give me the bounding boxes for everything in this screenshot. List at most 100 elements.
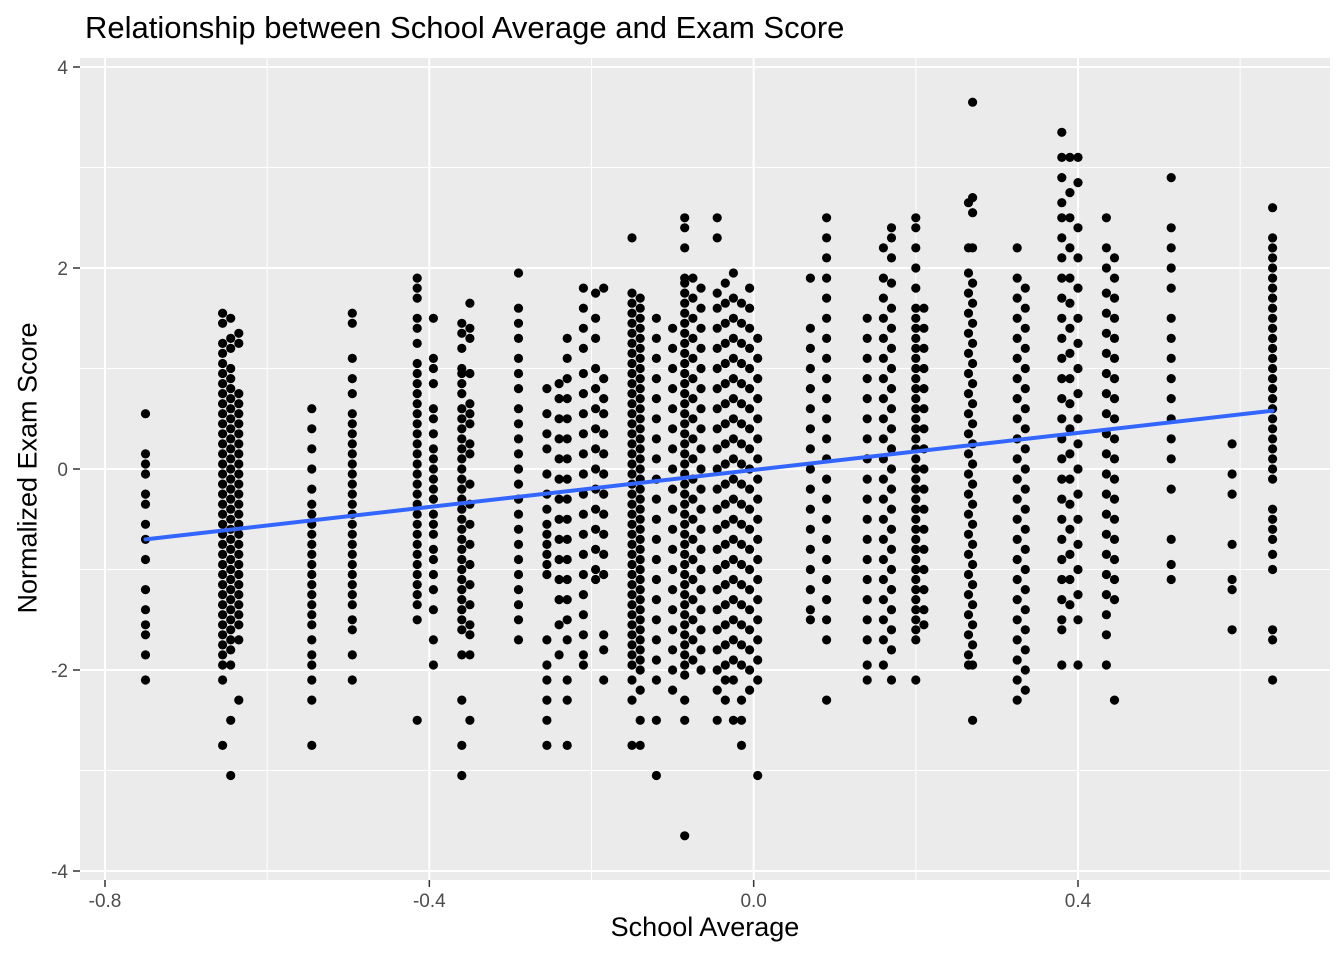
data-point [696,605,706,615]
data-point [1166,223,1176,233]
data-point [1020,685,1030,695]
data-point [1109,494,1120,504]
data-point [911,675,921,685]
data-point [465,333,475,343]
data-point [1057,293,1067,303]
data-point [578,283,589,293]
data-point [234,610,244,620]
data-point [513,479,524,489]
data-point [578,323,589,333]
data-point [627,660,637,670]
data-point [753,414,763,424]
data-point [1109,353,1120,363]
data-point [822,514,832,524]
data-point [635,303,645,313]
data-point [688,353,698,363]
data-point [578,303,589,313]
data-point [635,404,645,414]
data-point [680,459,690,469]
data-point [234,559,244,570]
data-point [412,459,422,469]
data-point [428,544,438,555]
data-point [554,595,564,605]
data-point [465,409,475,419]
data-point [911,303,921,313]
data-point [822,695,832,705]
data-point [347,429,357,439]
data-point [1012,243,1022,253]
data-point [412,449,422,459]
data-point [218,610,228,620]
data-point [578,549,589,560]
data-point [688,313,698,323]
data-point [862,574,872,585]
data-point [591,288,601,298]
data-point [635,605,645,615]
data-point [591,564,601,575]
data-point [1227,469,1237,479]
data-point [688,394,698,404]
data-point [347,479,357,489]
data-point [805,273,816,283]
data-point [513,368,524,379]
data-point [1073,152,1083,162]
data-point [1057,127,1067,137]
data-point [1166,313,1176,323]
data-point [651,675,662,685]
data-point [878,414,889,424]
data-point [226,494,236,504]
data-point [822,494,832,504]
data-point [1268,303,1278,313]
data-point [226,394,236,404]
data-point [599,469,609,479]
data-point [218,539,228,550]
data-point [712,524,722,534]
data-point [627,549,637,560]
data-point [635,564,645,575]
data-point [911,544,921,555]
data-point [919,343,929,353]
data-point [226,770,236,781]
data-point [412,389,422,399]
y-tick-label: 0 [57,460,68,481]
data-point [412,549,422,560]
data-point [919,544,929,555]
data-point [1057,253,1067,263]
data-point [234,635,244,645]
data-point [745,404,755,414]
data-point [542,660,552,670]
y-axis: -4 -2 0 2 4 [51,58,80,883]
data-point [728,534,739,545]
data-point [963,489,974,499]
data-point [745,363,755,374]
data-point [627,559,637,570]
data-point [1020,645,1030,655]
data-point [1227,539,1237,550]
data-point [822,213,832,223]
data-point [218,429,228,439]
data-point [753,394,763,404]
data-point [457,650,467,660]
data-point [886,444,897,454]
data-point [234,338,244,348]
data-point [736,660,747,670]
data-point [720,600,730,610]
data-point [465,323,475,333]
data-point [712,444,722,454]
data-point [1268,564,1278,575]
data-point [668,605,678,615]
data-point [226,424,236,434]
data-point [878,243,889,253]
data-point [599,394,609,404]
data-point [635,514,645,524]
data-point [218,399,228,409]
data-point [218,489,228,499]
data-point [554,650,564,660]
data-point [428,660,438,670]
x-tick-label: -0.8 [89,891,122,912]
data-point [745,323,755,333]
data-point [542,384,552,394]
data-point [1268,323,1278,333]
data-point [753,374,763,384]
data-point [591,544,601,555]
